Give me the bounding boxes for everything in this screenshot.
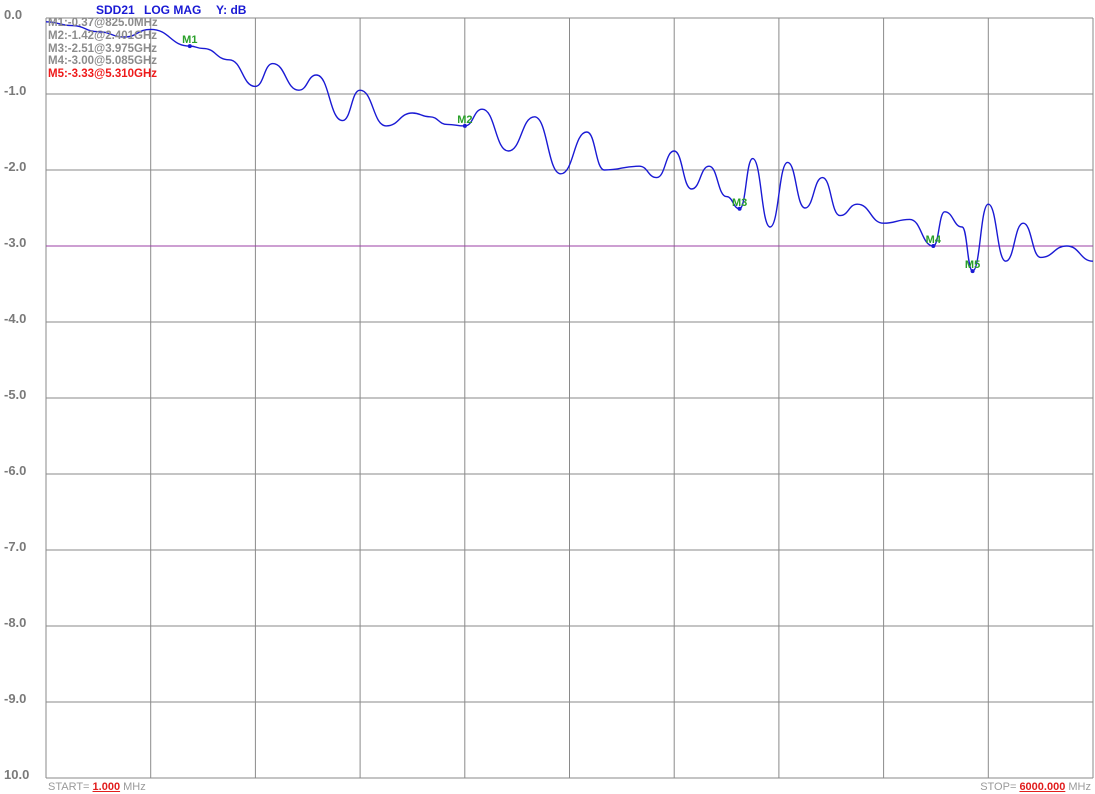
y-tick-label: -7.0 [4,539,27,554]
marker-readout-line: M3:-2.51@3.975GHz [48,42,158,55]
stop-value: 6000.000 [1019,781,1066,793]
marker-point [462,123,467,128]
y-tick-label: -6.0 [4,463,27,478]
marker-label: M1 [182,34,197,46]
y-tick-label: 0.0 [4,7,23,22]
y-tick-label: -1.0 [4,83,27,98]
start-unit: MHz [123,781,146,793]
marker-label: M2 [457,114,472,126]
marker-readout-line: M1:-0.37@825.0MHz [48,17,158,29]
trace-format: LOG MAG [144,3,202,17]
marker-label: M4 [926,234,942,246]
y-tick-label: -4.0 [4,311,27,326]
marker-point [187,44,192,49]
y-unit-label: Y: dB [216,3,247,17]
marker-label: M5 [965,259,980,271]
start-frequency: START= 1.000 MHz [48,781,146,793]
start-label: START= [48,781,90,793]
y-tick-label: -5.0 [4,387,27,402]
marker-readout-line: M2:-1.42@2.401GHz [48,29,158,42]
marker-point [931,244,936,248]
y-tick-label: -9.0 [4,691,27,706]
start-value: 1.000 [92,781,121,793]
stop-unit: MHz [1068,781,1091,793]
y-tick-label: -8.0 [4,615,27,630]
marker-readout-line: M4:-3.00@5.085GHz [48,55,158,68]
y-tick-label: 10.0 [4,767,30,782]
marker-point [970,269,975,274]
trace-name: SDD21 [96,3,135,17]
stop-frequency: STOP= 6000.000 MHz [980,781,1091,793]
marker-point [737,206,742,211]
marker-readout-line: M5:-3.33@5.310GHz [48,68,158,81]
y-tick-label: -2.0 [4,159,27,174]
trace-line [45,21,1094,272]
marker-label: M3 [732,197,747,209]
y-tick-label: -3.0 [4,235,27,250]
stop-label: STOP= [980,781,1017,793]
